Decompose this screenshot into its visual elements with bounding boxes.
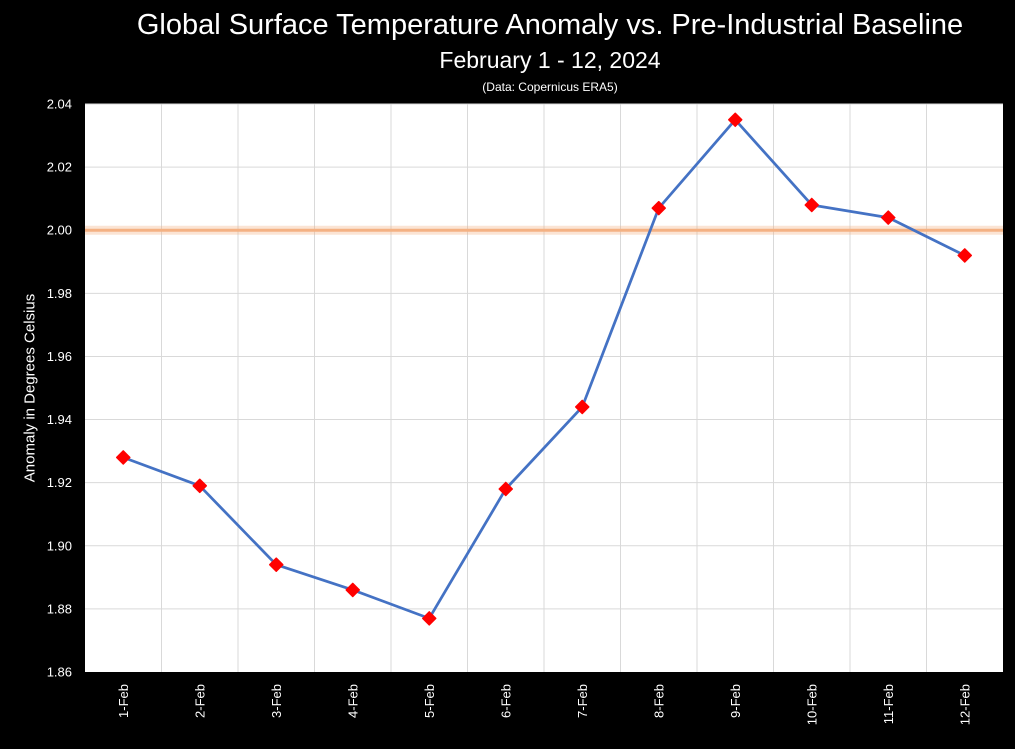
x-tick-label: 3-Feb (269, 684, 284, 718)
x-tick-label: 1-Feb (116, 684, 131, 718)
x-tick-label: 9-Feb (728, 684, 743, 718)
data-point-marker (957, 248, 972, 263)
x-tick-label: 10-Feb (804, 684, 819, 725)
data-point-marker (498, 481, 513, 497)
data-point-marker (269, 557, 284, 572)
y-tick-label: 1.94 (47, 412, 72, 427)
y-tick-label: 1.88 (47, 601, 72, 616)
y-tick-label: 1.86 (47, 665, 72, 680)
y-tick-label: 1.90 (47, 538, 72, 553)
y-tick-label: 1.96 (47, 349, 72, 364)
x-tick-label: 7-Feb (575, 684, 590, 718)
horizontal-gridlines (85, 103, 1003, 610)
x-tick-label: 6-Feb (498, 684, 513, 718)
y-tick-label: 2.00 (47, 223, 72, 238)
data-point-marker (804, 197, 819, 213)
data-point-marker (345, 582, 360, 598)
x-tick-label: 5-Feb (422, 684, 437, 718)
x-tick-label: 11-Feb (881, 684, 896, 724)
series-group (116, 112, 972, 626)
chart-title: Global Surface Temperature Anomaly vs. P… (136, 9, 964, 41)
y-tick-label: 1.92 (47, 475, 72, 490)
x-tick-labels: 1-Feb 2-Feb 3-Feb 4-Feb 5-Feb 6-Feb 7-Feb 8-Feb… (116, 684, 973, 725)
data-point-marker (651, 200, 666, 216)
data-point-marker (575, 399, 590, 415)
data-point-marker (881, 210, 896, 225)
x-tick-label: 8-Feb (651, 684, 666, 718)
chart-subtitle: February 1 - 12, 2024 (439, 47, 661, 73)
data-point-marker (116, 450, 131, 465)
y-tick-labels: 1.86 1.88 1.90 1.92 1.94 1.96 1.98 2.00 2.02 2.04 (47, 97, 72, 680)
x-tick-label: 2-Feb (192, 684, 207, 718)
y-tick-label: 2.02 (47, 160, 72, 175)
data-point-marker (728, 112, 743, 128)
y-tick-label: 2.04 (47, 97, 72, 112)
chart-source-note: (Data: Copernicus ERA5) (482, 80, 618, 94)
series-line (122, 118, 966, 620)
x-tick-label: 4-Feb (345, 684, 360, 718)
x-tick-label: 12-Feb (957, 684, 972, 725)
data-point-marker (192, 478, 207, 494)
data-point-marker (422, 611, 437, 626)
y-tick-label: 1.98 (47, 286, 72, 301)
